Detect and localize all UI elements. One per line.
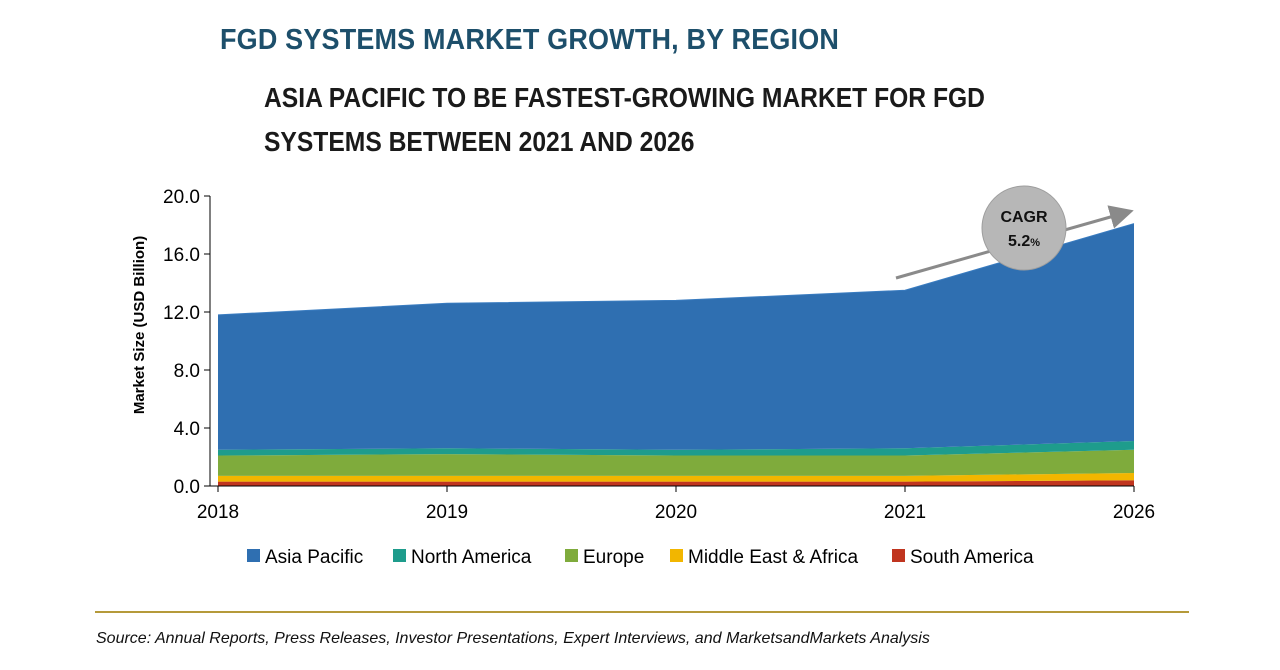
area-series-group [217, 223, 1135, 486]
legend-label: Middle East & Africa [688, 547, 858, 568]
y-tick-label: 0.0 [174, 477, 200, 498]
area-north-america [218, 441, 1134, 456]
x-tick-label: 2019 [426, 502, 468, 523]
area-top-edge [217, 223, 1135, 316]
cagr-label: CAGR [1000, 209, 1048, 226]
legend-label: Europe [583, 547, 644, 568]
y-tick-label: 8.0 [174, 361, 200, 382]
source-note: Source: Annual Reports, Press Releases, … [96, 630, 930, 647]
source-divider [95, 611, 1189, 613]
legend-label: South America [910, 547, 1034, 568]
cagr-annotation: CAGR 5.2% [895, 185, 1134, 280]
cagr-bubble [981, 185, 1067, 271]
y-tick-label: 4.0 [174, 419, 200, 440]
legend-swatch [247, 549, 260, 562]
legend-item-south-america: South America [892, 547, 1034, 568]
area-middle-east-and-africa [218, 472, 1134, 482]
area-asia-pacific [218, 223, 1134, 450]
y-tick-label: 20.0 [163, 187, 200, 208]
y-axis-label: Market Size (USD Billion) [131, 236, 148, 414]
legend-item-north-america: North America [393, 547, 532, 568]
axes-group: 0.0 4.0 8.0 12.0 16.0 20.0 2018 2019 2020 2021 202… [163, 187, 1155, 523]
area-south-america [218, 480, 1134, 486]
legend-item-europe: Europe [565, 547, 644, 568]
legend-swatch [393, 549, 406, 562]
x-tick-label: 2026 [1113, 502, 1155, 523]
legend-item-asia-pacific: Asia Pacific [247, 547, 363, 568]
cagr-value: 5.2 [1008, 233, 1030, 250]
legend-item-middle-east-and-africa: Middle East & Africa [670, 547, 858, 568]
y-tick-label: 12.0 [163, 303, 200, 324]
cagr-unit: % [1030, 237, 1040, 249]
x-tick-label: 2021 [884, 502, 926, 523]
legend-swatch [892, 549, 905, 562]
x-tick-label: 2018 [197, 502, 239, 523]
legend-label: Asia Pacific [265, 547, 363, 568]
chart-title: FGD SYSTEMS MARKET GROWTH, BY REGION [220, 24, 840, 56]
x-tick-label: 2020 [655, 502, 697, 523]
chart-subtitle: ASIA PACIFIC TO BE FASTEST-GROWING MARKE… [264, 82, 985, 157]
cagr-value-text: 5.2% [1008, 233, 1040, 250]
legend-label: North America [411, 547, 532, 568]
legend-swatch [565, 549, 578, 562]
legend-swatch [670, 549, 683, 562]
legend: Asia Pacific North America Europe Middle Ea… [247, 547, 1034, 568]
y-tick-label: 16.0 [163, 245, 200, 266]
area-europe [218, 449, 1134, 476]
